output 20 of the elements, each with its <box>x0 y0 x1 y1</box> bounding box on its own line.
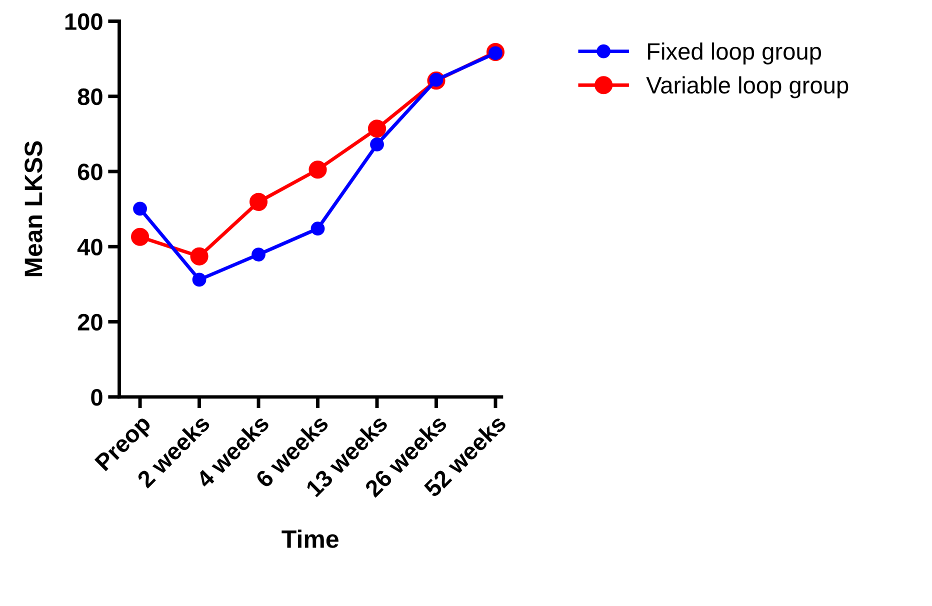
legend-label: Fixed loop group <box>648 42 821 64</box>
point <box>310 222 325 236</box>
point <box>249 192 268 211</box>
y-axis-title: Mean LKSS <box>24 141 42 276</box>
y-tick-label: 100 <box>65 13 102 30</box>
x-axis-title: Time <box>282 530 338 548</box>
point <box>370 138 384 152</box>
point <box>308 160 327 179</box>
point <box>252 248 266 262</box>
point <box>368 120 386 138</box>
point <box>192 272 206 287</box>
point <box>190 247 208 266</box>
y-tick-label: 80 <box>78 88 102 106</box>
y-tick-label: 60 <box>78 164 102 180</box>
y-tick-label: 0 <box>91 389 102 406</box>
y-tick-label: 20 <box>78 314 102 331</box>
point <box>133 202 147 216</box>
point <box>131 228 150 246</box>
legend-label: Variable loop group <box>646 76 848 98</box>
y-tick-label: 40 <box>77 238 102 256</box>
